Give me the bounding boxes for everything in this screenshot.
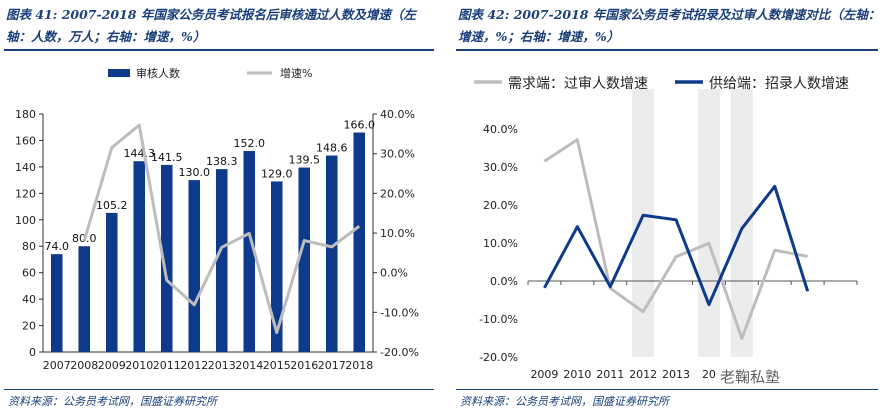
bar-2013 [215,169,228,352]
highlight-band-2012 [632,89,655,357]
highlight-band-2014 [697,89,720,357]
y-tick-label: 20.0% [483,199,518,212]
y-tick-label: -20.0% [479,351,518,364]
bar-2009 [105,212,118,352]
x-tick-label: 2009 [98,359,126,372]
title-divider [4,49,434,51]
data-label: 138.3 [206,155,238,168]
y2-tick-label: 30.0% [380,148,415,161]
x-tick-label: 20 [702,368,716,381]
demand-growth-line [543,138,808,340]
growth-line [82,123,361,335]
x-tick-label: 2018 [345,359,373,372]
bar-2016 [298,167,311,352]
x-tick-label: 2009 [530,368,558,381]
x-tick-label: 2014 [235,359,263,372]
x-tick-label: 2013 [208,359,236,372]
bar-line-combo-chart: 审核人数 增速% 0 20 40 60 80 100 120 140 160 180 -20.0% -10… [15,66,419,372]
legend-label-supply: 供给端：招录人数增速 [709,76,849,92]
y-tick-label: 60 [22,267,36,280]
highlight-band-2015 [730,89,753,357]
bar-2018 [353,132,366,352]
legend-label-demand: 需求端：过审人数增速 [508,76,648,92]
y2-tick-label: 20.0% [380,187,415,200]
data-label: 148.6 [316,142,348,155]
y2-tick-label: -20.0% [380,346,419,359]
y2-tick-label: 40.0% [380,108,415,121]
data-label: 166.0 [344,119,376,132]
y-tick-label: 160 [15,134,36,147]
y2-tick-label: 10.0% [380,227,415,240]
bar-2011 [160,164,173,352]
data-label: 130.0 [179,166,211,179]
bar-2015 [270,181,283,352]
y-tick-label: 120 [15,187,36,200]
x-tick-label: 2007 [43,359,71,372]
y-tick-label: 10.0% [483,237,518,250]
chart-panel-left: 图表 41: 2007-2018 年国家公务员考试报名后审核通过人数及增速（左轴… [0,0,438,416]
x-tick-label: 2011 [153,359,181,372]
bar-2008 [78,246,91,352]
y2-tick-label: 0.0% [380,267,408,280]
bar-2014 [243,151,256,352]
bar-2007 [50,254,63,352]
supply-growth-line [543,184,810,307]
source-divider [456,389,878,390]
y-tick-label: 80 [22,240,36,253]
chart-title: 图表 42: 2007-2018 年国家公务员考试招录及过审人数增速对比（左轴：… [458,7,881,44]
data-label: 74.0 [45,240,70,253]
chart-title: 图表 41: 2007-2018 年国家公务员考试报名后审核通过人数及增速（左轴… [6,7,416,44]
y-tick-label: 100 [15,214,36,227]
legend-swatch-bar [108,69,130,77]
data-label: 105.2 [96,199,128,212]
bar-2017 [325,155,338,352]
y-tick-label: 20 [22,320,36,333]
watermark-text: 老鞠私塾 [720,368,781,386]
data-label: 141.5 [151,151,183,164]
y2-tick-label: -10.0% [380,306,419,319]
title-divider [456,49,878,51]
x-tick-label: 2012 [180,359,208,372]
x-tick-label: 2017 [318,359,346,372]
legend-label-line: 增速% [280,66,312,80]
x-tick-label: 2010 [563,368,591,381]
y-tick-label: 40 [22,293,36,306]
line-comparison-chart: 需求端：过审人数增速 供给端：招录人数增速 -20.0% -10.0% 0.0% 10.0… [474,76,858,381]
x-tick-label: 2008 [70,359,98,372]
y-tick-label: 40.0% [483,123,518,136]
data-label: 129.0 [261,167,293,180]
x-tick-label: 2010 [125,359,153,372]
y-tick-label: 30.0% [483,161,518,174]
x-tick-label: 2012 [629,368,657,381]
x-tick-label: 2013 [662,368,690,381]
y-tick-label: 180 [15,108,36,121]
y-tick-label: 0.0% [490,275,518,288]
y-tick-label: -10.0% [479,313,518,326]
data-label: 152.0 [234,137,266,150]
chart-source: 资料来源：公务员考试网，国盛证券研究所 [8,395,217,408]
x-tick-label: 2015 [263,359,291,372]
x-tick-label: 2011 [596,368,624,381]
y-tick-label: 140 [15,161,36,174]
legend-label-bar: 审核人数 [136,66,180,80]
chart-source: 资料来源：公务员考试网，国盛证券研究所 [460,395,669,408]
chart-panel-right: 图表 42: 2007-2018 年国家公务员考试招录及过审人数增速对比（左轴：… [452,0,882,416]
bar-2012 [188,180,201,352]
data-label: 139.5 [289,154,321,167]
bar-2010 [133,161,146,352]
data-label: 144.3 [124,147,156,160]
y-tick-label: 0 [29,346,36,359]
source-divider [4,389,434,390]
x-tick-label: 2016 [290,359,318,372]
